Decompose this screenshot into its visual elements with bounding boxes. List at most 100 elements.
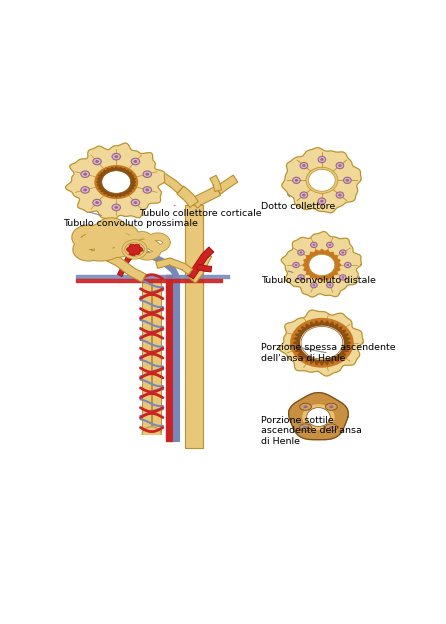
Polygon shape: [279, 310, 363, 376]
Ellipse shape: [293, 177, 300, 183]
Ellipse shape: [338, 164, 342, 167]
Bar: [186, 205, 202, 448]
Ellipse shape: [341, 355, 344, 358]
Bar: [166, 275, 173, 441]
Ellipse shape: [305, 322, 312, 328]
Ellipse shape: [346, 179, 349, 182]
Ellipse shape: [302, 404, 334, 430]
Ellipse shape: [326, 283, 333, 288]
Ellipse shape: [112, 154, 120, 160]
Polygon shape: [102, 251, 146, 282]
Polygon shape: [142, 427, 161, 434]
Polygon shape: [190, 186, 220, 208]
Polygon shape: [216, 175, 238, 194]
Ellipse shape: [300, 162, 308, 168]
Text: Porzione spessa ascendente
dell'ansa di Henle: Porzione spessa ascendente dell'ansa di …: [261, 343, 396, 363]
Ellipse shape: [313, 244, 315, 246]
Ellipse shape: [95, 201, 99, 204]
Ellipse shape: [300, 251, 302, 253]
Polygon shape: [197, 264, 211, 272]
Ellipse shape: [342, 251, 344, 253]
Ellipse shape: [295, 179, 298, 182]
Ellipse shape: [300, 424, 311, 431]
Ellipse shape: [307, 323, 310, 326]
Ellipse shape: [329, 244, 331, 246]
Polygon shape: [118, 253, 136, 276]
Ellipse shape: [325, 321, 328, 323]
Ellipse shape: [114, 155, 118, 158]
Ellipse shape: [145, 173, 149, 175]
Polygon shape: [303, 250, 341, 281]
Ellipse shape: [134, 244, 140, 249]
Ellipse shape: [293, 333, 301, 338]
Ellipse shape: [94, 165, 138, 199]
Ellipse shape: [309, 255, 335, 276]
Ellipse shape: [336, 192, 344, 198]
Text: Dotto collettore: Dotto collettore: [261, 195, 336, 211]
Text: Porzione sottile
ascendente dell'ansa
di Henle: Porzione sottile ascendente dell'ansa di…: [261, 416, 362, 446]
Ellipse shape: [347, 264, 349, 266]
Ellipse shape: [303, 406, 308, 408]
Ellipse shape: [290, 318, 354, 368]
Ellipse shape: [325, 362, 328, 364]
Polygon shape: [210, 175, 222, 192]
Bar: [173, 275, 179, 441]
Ellipse shape: [112, 204, 120, 211]
Ellipse shape: [320, 200, 324, 203]
Ellipse shape: [293, 262, 299, 268]
Polygon shape: [97, 167, 136, 197]
Ellipse shape: [318, 157, 326, 163]
Ellipse shape: [133, 160, 137, 163]
Ellipse shape: [293, 347, 301, 353]
Ellipse shape: [133, 201, 137, 204]
Ellipse shape: [323, 319, 330, 325]
Bar: [142, 279, 151, 434]
Ellipse shape: [298, 250, 304, 255]
Ellipse shape: [301, 326, 343, 359]
Ellipse shape: [345, 340, 352, 346]
Ellipse shape: [81, 171, 89, 177]
Polygon shape: [133, 246, 178, 276]
Ellipse shape: [114, 206, 118, 209]
Ellipse shape: [302, 193, 306, 197]
Ellipse shape: [326, 424, 337, 431]
Ellipse shape: [326, 242, 333, 248]
Ellipse shape: [127, 247, 133, 251]
Ellipse shape: [338, 193, 342, 197]
Ellipse shape: [300, 403, 311, 411]
Ellipse shape: [136, 247, 143, 251]
Ellipse shape: [342, 276, 344, 278]
Ellipse shape: [309, 170, 335, 191]
Ellipse shape: [313, 284, 315, 286]
Ellipse shape: [143, 187, 152, 193]
Ellipse shape: [300, 326, 344, 360]
Ellipse shape: [311, 242, 317, 248]
Ellipse shape: [326, 403, 337, 411]
Ellipse shape: [307, 407, 330, 426]
Ellipse shape: [307, 359, 310, 362]
Ellipse shape: [336, 162, 344, 168]
Ellipse shape: [323, 361, 330, 366]
Ellipse shape: [347, 341, 350, 344]
Ellipse shape: [311, 283, 317, 288]
Polygon shape: [189, 253, 211, 283]
Ellipse shape: [295, 264, 297, 266]
Ellipse shape: [339, 353, 346, 359]
Polygon shape: [177, 186, 198, 207]
Polygon shape: [161, 173, 183, 193]
Ellipse shape: [341, 328, 344, 331]
Ellipse shape: [344, 262, 351, 268]
Polygon shape: [289, 392, 348, 440]
Polygon shape: [293, 320, 351, 365]
Polygon shape: [156, 258, 193, 275]
Ellipse shape: [102, 171, 131, 193]
Ellipse shape: [318, 198, 326, 204]
Ellipse shape: [143, 171, 152, 177]
Ellipse shape: [129, 250, 135, 255]
Ellipse shape: [329, 284, 331, 286]
Text: Tubulo convoluto distale: Tubulo convoluto distale: [261, 271, 376, 285]
Polygon shape: [66, 143, 165, 221]
Ellipse shape: [83, 188, 87, 192]
Ellipse shape: [131, 199, 140, 206]
Polygon shape: [282, 148, 361, 213]
